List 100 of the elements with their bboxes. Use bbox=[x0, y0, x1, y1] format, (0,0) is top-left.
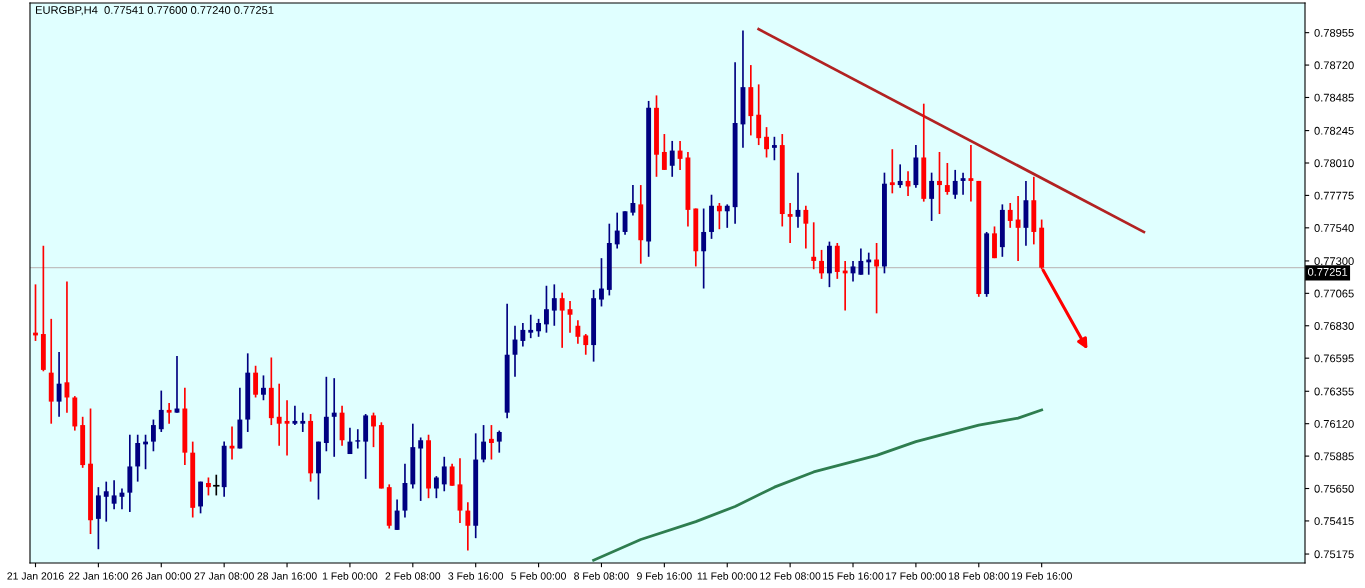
candlestick bbox=[669, 140, 675, 178]
candlestick bbox=[371, 411, 376, 448]
ref-line-label: 0.77251 bbox=[1307, 267, 1348, 276]
candlestick bbox=[661, 133, 667, 171]
candlestick bbox=[418, 436, 424, 502]
candlestick bbox=[819, 249, 825, 280]
candlestick bbox=[803, 204, 809, 250]
candlestick bbox=[261, 374, 266, 402]
candlestick bbox=[787, 202, 793, 244]
candlestick bbox=[630, 184, 636, 217]
x-tick-label: 21 Jan 2016 bbox=[7, 572, 64, 580]
x-tick-label: 9 Feb 16:00 bbox=[637, 572, 692, 580]
candlestick bbox=[292, 404, 298, 426]
y-tick-label: 0.77300 bbox=[1314, 257, 1354, 266]
y-tick-label: 0.77775 bbox=[1314, 191, 1354, 200]
candlestick bbox=[614, 211, 620, 250]
candlestick bbox=[103, 480, 109, 523]
x-tick-label: 28 Jan 16:00 bbox=[257, 572, 317, 580]
y-tick-label: 0.77065 bbox=[1314, 289, 1354, 298]
candlestick bbox=[135, 433, 141, 483]
y-tick-label: 0.78955 bbox=[1314, 28, 1354, 37]
candlestick bbox=[229, 425, 235, 461]
candlestick bbox=[756, 83, 762, 146]
candlestick bbox=[166, 402, 172, 425]
candlestick bbox=[496, 429, 502, 454]
y-tick-label: 0.77540 bbox=[1314, 224, 1354, 232]
candlestick bbox=[355, 428, 361, 450]
candlestick bbox=[701, 207, 707, 290]
y-tick-label: 0.76830 bbox=[1314, 322, 1354, 330]
candlestick bbox=[968, 144, 974, 203]
candlestick bbox=[677, 140, 683, 171]
candlestick bbox=[551, 283, 557, 327]
candlestick bbox=[889, 148, 895, 195]
candlestick bbox=[599, 257, 604, 308]
candlestick bbox=[253, 364, 259, 399]
candlestick bbox=[929, 171, 935, 222]
candlestick bbox=[449, 462, 455, 487]
y-tick-label: 0.75885 bbox=[1314, 452, 1354, 461]
line-series bbox=[592, 408, 1044, 562]
candlestick bbox=[811, 221, 817, 271]
chart-title: EURGBP,H4 0.77541 0.77600 0.77240 0.77251 bbox=[36, 6, 274, 16]
candlestick bbox=[213, 473, 220, 497]
candlestick bbox=[716, 202, 722, 231]
y-tick-label: 0.75415 bbox=[1314, 517, 1354, 526]
x-tick-label: 12 Feb 08:00 bbox=[760, 572, 821, 580]
y-tick-label: 0.75650 bbox=[1314, 484, 1354, 493]
candlestick bbox=[481, 424, 486, 464]
x-tick-label: 15 Feb 16:00 bbox=[823, 572, 884, 580]
candlestick bbox=[300, 411, 306, 433]
x-tick-label: 22 Jan 16:00 bbox=[68, 572, 129, 580]
y-tick-label: 0.78485 bbox=[1314, 93, 1354, 102]
x-tick-label: 3 Feb 16:00 bbox=[448, 572, 504, 580]
y-tick-label: 0.78720 bbox=[1314, 61, 1354, 70]
candlestick bbox=[56, 351, 62, 418]
candlestick bbox=[465, 501, 471, 552]
candlestick bbox=[544, 284, 549, 334]
y-tick-label: 0.76595 bbox=[1314, 354, 1354, 363]
candlestick bbox=[441, 455, 447, 493]
candlestick bbox=[559, 291, 565, 349]
x-tick-label: 18 Feb 08:00 bbox=[948, 572, 1010, 580]
candlestick bbox=[1015, 195, 1021, 262]
candlestick bbox=[858, 247, 864, 276]
candlestick bbox=[520, 322, 526, 348]
candlestick bbox=[394, 498, 400, 531]
candlestick bbox=[764, 126, 769, 159]
x-tick-label: 27 Jan 08:00 bbox=[194, 572, 254, 580]
candlestick bbox=[488, 424, 494, 461]
candlestick bbox=[150, 418, 156, 453]
candlestick bbox=[960, 171, 966, 196]
candlestick bbox=[771, 135, 777, 162]
candlestick bbox=[583, 333, 589, 356]
candlestick bbox=[276, 382, 282, 447]
y-tick-label: 0.76355 bbox=[1314, 387, 1354, 396]
x-tick-label: 17 Feb 00:00 bbox=[886, 572, 947, 580]
candlestick bbox=[331, 377, 337, 458]
candlestick bbox=[952, 169, 958, 200]
candlestick bbox=[95, 486, 101, 551]
candlestick bbox=[944, 162, 950, 196]
candlestick bbox=[937, 151, 942, 215]
candlestick bbox=[433, 475, 439, 500]
x-tick-label: 8 Feb 08:00 bbox=[574, 572, 629, 580]
x-tick-label: 11 Feb 00:00 bbox=[697, 572, 758, 580]
candlestick bbox=[1007, 202, 1013, 229]
y-tick-label: 0.78245 bbox=[1314, 126, 1354, 135]
x-tick-label: 2 Feb 08:00 bbox=[385, 572, 441, 580]
candlestick bbox=[284, 399, 290, 457]
candlestick bbox=[158, 389, 164, 433]
candlestick bbox=[111, 479, 117, 511]
candlestick bbox=[897, 163, 903, 189]
candlestick bbox=[347, 426, 353, 455]
y-tick-label: 0.75175 bbox=[1314, 550, 1354, 559]
y-tick-label: 0.78010 bbox=[1314, 159, 1354, 168]
x-tick-label: 1 Feb 00:00 bbox=[322, 572, 378, 580]
x-tick-label: 5 Feb 00:00 bbox=[511, 572, 566, 580]
candlestick bbox=[528, 313, 534, 340]
candlestick bbox=[575, 319, 581, 345]
y-tick-label: 0.76120 bbox=[1314, 419, 1354, 428]
x-tick-label: 26 Jan 00:00 bbox=[131, 572, 191, 580]
candlestick bbox=[724, 203, 730, 229]
x-tick-label: 19 Feb 16:00 bbox=[1011, 572, 1072, 580]
